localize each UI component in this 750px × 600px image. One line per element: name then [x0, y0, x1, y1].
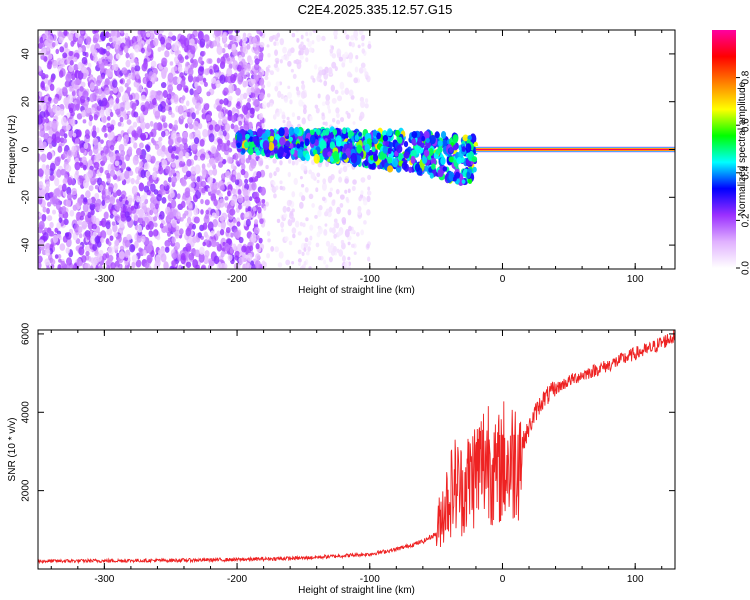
spectrogram-xtick-label: -300 — [94, 274, 114, 285]
snr-ytick-label: 4000 — [21, 401, 32, 424]
colorbar-tick-label: 0.2 — [741, 213, 750, 227]
snr-series-0 — [38, 330, 675, 565]
heatmap-feature-2 — [235, 126, 479, 186]
snr-frame — [37, 329, 676, 570]
spectrogram-ylabel: Frequency (Hz) — [7, 115, 18, 184]
colorbar-tick-label: 0.4 — [741, 165, 750, 179]
spectrogram-xtick-label: 100 — [627, 274, 644, 285]
spectrogram-ytick-label: 40 — [21, 48, 32, 60]
chart-title: C2E4.2025.335.12.57.G15 — [297, 2, 453, 17]
colorbar-tick-label: 0.0 — [741, 261, 750, 275]
spectrogram-marks — [38, 30, 675, 269]
spectrogram-ytick-label: 20 — [21, 96, 32, 108]
snr-ytick-label: 6000 — [21, 322, 32, 345]
snr-xtick-label: -200 — [227, 574, 247, 585]
snr-xlabel: Height of straight line (km) — [298, 585, 415, 596]
spectrogram-ytick-label: 0 — [21, 146, 32, 152]
heatmap-feature-3 — [475, 146, 675, 153]
snr-panel: -300 -200 -100 0 100 2000 4000 6000 Height of st… — [7, 322, 676, 596]
snr-xtick-label: -100 — [360, 574, 380, 585]
colorbar-tick-label: 0.8 — [741, 70, 750, 84]
snr-xtick-label: 0 — [500, 574, 506, 585]
spectrogram-xtick-label: 0 — [500, 274, 506, 285]
colorbar-tick-label: 0.6 — [741, 118, 750, 132]
colorbar-gradient — [712, 30, 736, 268]
colorbar-label: Normalized spectral amplitude — [737, 81, 748, 216]
snr-xtick-label: -300 — [94, 574, 114, 585]
spectrogram-xtick-label: -200 — [227, 274, 247, 285]
snr-ytick-label: 2000 — [21, 479, 32, 502]
spectrogram-ytick-label: -40 — [21, 237, 32, 252]
snr-marks — [38, 330, 675, 565]
spectrogram-xtick-label: -100 — [360, 274, 380, 285]
snr-xtick-label: 100 — [627, 574, 644, 585]
snr-ylabel: SNR (10 * v/v) — [7, 418, 18, 482]
spectrogram-ytick-label: -20 — [21, 190, 32, 205]
spectrogram-xlabel: Height of straight line (km) — [298, 285, 415, 296]
heatmap-feature-0 — [38, 30, 266, 269]
